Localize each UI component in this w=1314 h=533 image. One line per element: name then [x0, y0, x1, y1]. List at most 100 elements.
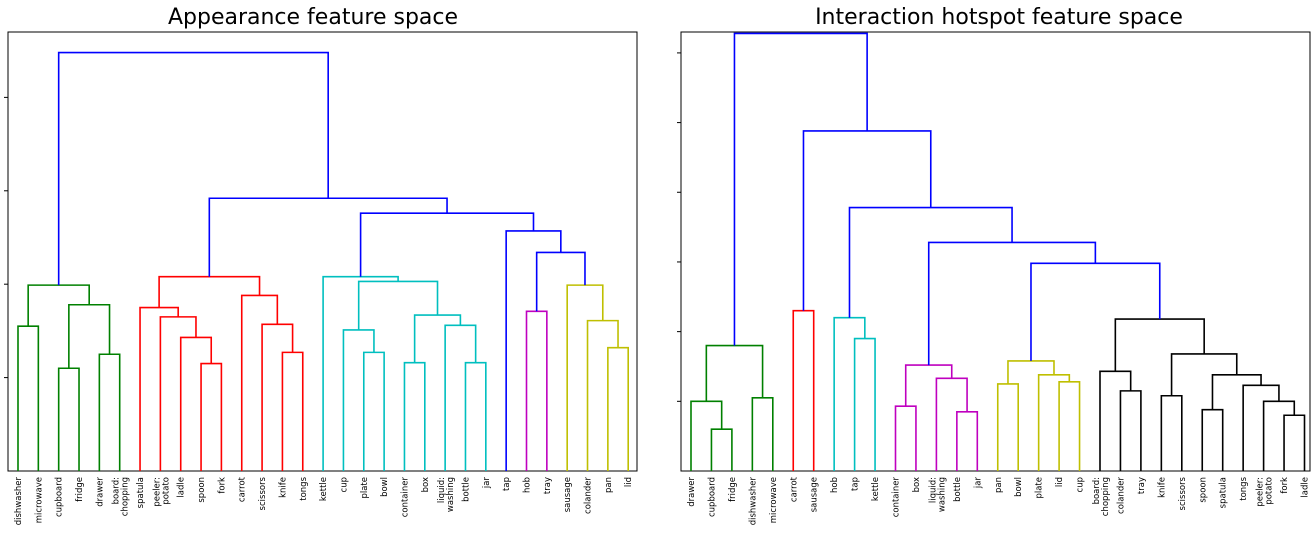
dendrogram-link: [927, 241, 1097, 366]
dendrogram-link: [68, 303, 111, 369]
dendrogram-link: [1262, 400, 1296, 471]
dendrogram-link: [833, 316, 866, 471]
leaf-label: peeler:potato: [152, 477, 171, 507]
dendrogram-link: [525, 310, 548, 471]
leaf-label: tap: [851, 477, 861, 491]
leaf-label: board:chopping: [112, 477, 131, 516]
dendrogram-link: [1030, 262, 1161, 361]
dendrogram-link: [956, 410, 979, 471]
leaf-label: liquid:washing: [928, 477, 947, 512]
dendrogram-link: [322, 275, 399, 471]
appearance-title: Appearance feature space: [168, 5, 458, 30]
appearance-dendrogram: Appearance feature space dishwasher micro…: [4, 5, 638, 526]
leaf-label: liquid:washing: [437, 477, 456, 512]
dendrogram-link: [342, 329, 375, 471]
leaf-label: sausage: [563, 477, 573, 512]
leaf-label: knife: [278, 477, 288, 498]
leaf-label: spoon: [197, 477, 207, 503]
dendrogram-link: [27, 284, 90, 327]
dendrogram-link: [139, 306, 179, 471]
dendrogram-link: [200, 362, 223, 471]
dendrogram-link: [444, 324, 477, 471]
leaf-label: ladle: [1301, 477, 1311, 498]
leaf-label: plate: [360, 477, 370, 499]
leaf-label: box: [912, 477, 922, 492]
dendrogram-link: [586, 319, 619, 471]
leaf-label: jar: [482, 477, 492, 490]
leaf-label: colander: [584, 476, 594, 513]
leaf-label: cup: [339, 477, 349, 492]
dendrogram-link: [179, 336, 213, 471]
dendrogram-link: [1201, 408, 1224, 471]
leaf-label: spatula: [136, 477, 146, 508]
dendrogram-link: [158, 275, 261, 308]
leaf-label: board:chopping: [1092, 477, 1111, 516]
dendrogram-link: [362, 351, 385, 471]
leaf-label: knife: [1157, 477, 1167, 498]
leaf-label: dishwasher: [748, 477, 758, 526]
leaf-label: drawer: [95, 477, 105, 507]
leaf-label: kettle: [319, 477, 329, 501]
dendrogram-link: [57, 367, 80, 471]
leaf-label: fork: [1280, 477, 1290, 494]
leaf-label: carrot: [238, 476, 248, 502]
dendrogram-link: [1037, 374, 1071, 471]
leaf-label: bottle: [461, 477, 471, 502]
interaction-dendrogram: Interaction hotspot feature space drawer…: [677, 5, 1311, 525]
leaf-label: cup: [1076, 477, 1086, 492]
leaf-label: ladle: [177, 477, 187, 498]
dendrogram-link: [710, 428, 733, 471]
dendrogram-link: [1114, 318, 1205, 372]
leaf-label: scissors: [258, 476, 268, 510]
leaf-label: carrot: [789, 476, 799, 502]
dendrogram-link: [1058, 381, 1081, 471]
leaf-label: pan: [994, 477, 1004, 493]
dendrogram-link: [1007, 360, 1055, 384]
leaf-label: box: [421, 477, 431, 492]
interaction-plot-frame: [680, 31, 1311, 472]
dendrogram-link: [208, 197, 448, 277]
dendrogram-link: [566, 284, 604, 471]
dendrogram-link: [281, 351, 304, 471]
leaf-label: drawer: [687, 477, 697, 507]
dendrogram-link: [240, 294, 279, 471]
dendrogram-link: [705, 344, 764, 402]
dendrogram-link: [505, 230, 562, 471]
leaf-label: scissors: [1178, 476, 1188, 510]
dendrogram-link: [848, 206, 1013, 318]
dendrogram-link: [17, 325, 40, 471]
leaf-label: bottle: [953, 477, 963, 502]
dendrogram-link: [98, 353, 121, 471]
leaf-label: cupboard: [55, 477, 65, 517]
dendrogram-link: [935, 377, 968, 471]
dendrogram-link: [853, 337, 876, 471]
dendrogram-link: [535, 251, 586, 312]
leaf-label: tray: [543, 477, 553, 494]
leaf-label: fridge: [728, 477, 738, 502]
dendrogram-link: [413, 314, 462, 363]
dendrogram-link: [261, 323, 294, 471]
dendrogram-link: [1211, 374, 1262, 410]
leaf-label: sausage: [810, 477, 820, 512]
dendrogram-link: [751, 397, 774, 471]
dendrogram-link: [607, 346, 629, 471]
dendrogram-link: [733, 32, 868, 346]
leaf-label: bowl: [1014, 477, 1024, 497]
leaf-label: tray: [1137, 477, 1147, 494]
leaf-label: dishwasher: [14, 477, 24, 526]
dendrogram-link: [464, 361, 487, 471]
dendrogram-link: [359, 212, 535, 277]
dendrogram-link: [996, 383, 1019, 471]
dendrogram-link: [1119, 390, 1142, 471]
dendrogram-link: [904, 364, 953, 407]
leaf-label: lid: [1055, 477, 1065, 487]
leaf-label: colander: [1116, 476, 1126, 513]
dendrogram-link: [357, 280, 439, 330]
interaction-title: Interaction hotspot feature space: [815, 5, 1183, 30]
dendrogram-link: [802, 130, 932, 311]
leaf-label: hob: [830, 477, 840, 493]
leaf-label: spatula: [1219, 477, 1229, 508]
dendrogram-link: [1160, 394, 1183, 471]
leaf-label: cupboard: [707, 477, 717, 517]
